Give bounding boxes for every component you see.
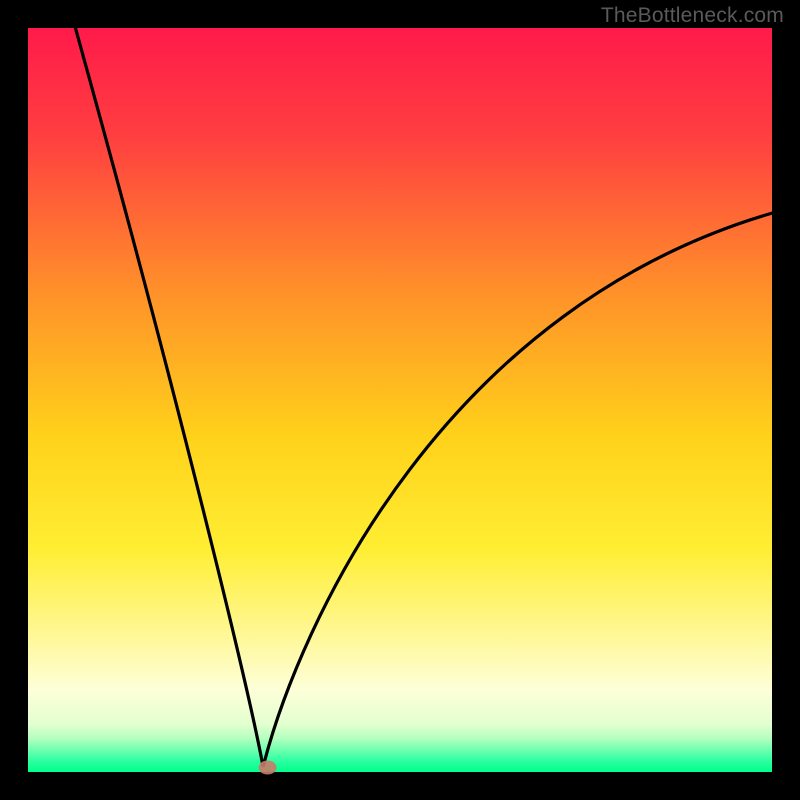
gradient-background <box>28 28 772 772</box>
watermark-text: TheBottleneck.com <box>601 4 784 28</box>
optimal-point-marker <box>259 761 277 775</box>
bottleneck-chart <box>0 0 800 800</box>
